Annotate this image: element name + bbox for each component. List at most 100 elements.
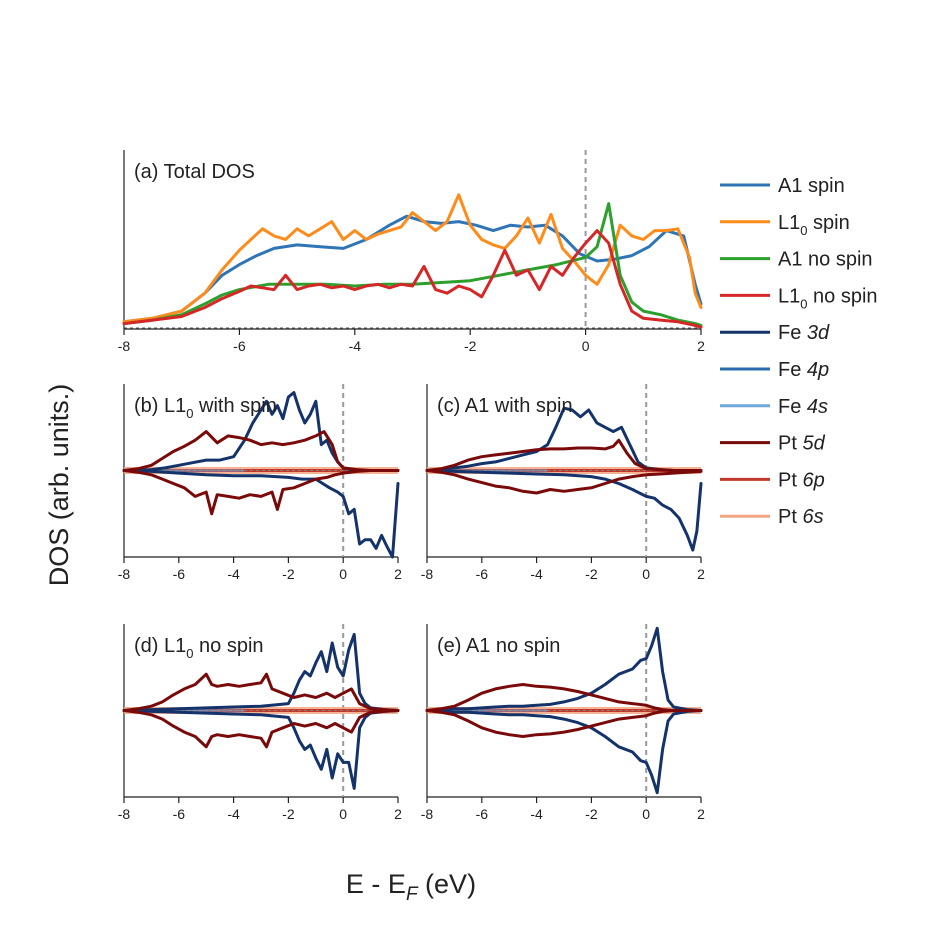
panel-d: -8 -6 -4 -2 0 2(d) L10 no spin — [118, 624, 402, 822]
series-line — [122, 193, 703, 324]
legend-entry: A1 spin — [720, 175, 845, 197]
series-line — [425, 626, 703, 712]
legend-label-name: A1 no spin — [778, 249, 873, 271]
series-line — [122, 229, 703, 329]
panel-c: -8 -6 -4 -2 0 2 (c) A1 with spin — [421, 384, 705, 582]
x-tick-label: 0 — [642, 806, 650, 822]
panel-title-main: (b) L1 — [134, 395, 186, 417]
panel-title-tail: with spin — [193, 395, 276, 417]
x-tick-label: 2 — [697, 338, 705, 354]
x-axis-label-sub: F — [406, 884, 419, 905]
x-tick-label: -2 — [282, 806, 295, 822]
x-tick-label: -6 — [233, 338, 246, 354]
x-tick-label: -6 — [173, 806, 186, 822]
x-tick-label: -6 — [476, 566, 489, 582]
legend-label: Pt 6p — [778, 469, 825, 491]
legend-entry: Pt 6p — [720, 469, 825, 491]
panel-title-main: (d) L1 — [134, 635, 186, 657]
series-line — [122, 469, 400, 559]
series-line — [425, 683, 703, 712]
legend-label-orbital: 4p — [807, 359, 829, 381]
series-line — [122, 672, 400, 712]
legend-label: Pt 6s — [778, 506, 824, 528]
x-tick-label: -8 — [118, 566, 131, 582]
legend-label-orbital: 3d — [807, 322, 830, 344]
legend-entry: Pt 5d — [720, 433, 826, 455]
x-tick-label: -2 — [464, 338, 477, 354]
legend-label-suffix: no spin — [807, 285, 877, 307]
x-axis-label: E - EF (eV) — [346, 869, 476, 905]
x-tick-label: -6 — [476, 806, 489, 822]
legend-label-name: L1 — [778, 212, 800, 234]
legend-label-name: Fe — [778, 396, 807, 418]
series-line — [425, 709, 703, 738]
panel-b: -8 -6 -4 -2 0 2 (b) L10 with spin — [118, 384, 402, 582]
panel-a: -8 -6 -4 -2 0 2 (a) Total DOS — [118, 150, 705, 354]
legend-label: Fe 4s — [778, 396, 828, 418]
x-tick-label: 2 — [394, 566, 402, 582]
legend-label: A1 no spin — [778, 249, 873, 271]
x-tick-label: -8 — [421, 806, 434, 822]
series-line — [425, 438, 703, 472]
legend-entry: Pt 6s — [720, 506, 824, 528]
legend-entry: Fe 4p — [720, 359, 829, 381]
x-tick-label: -4 — [227, 806, 240, 822]
legend-label: A1 spin — [778, 175, 845, 197]
y-axis-label: DOS (arb. units.) — [44, 384, 74, 587]
legend-label-sub: 0 — [800, 296, 807, 311]
x-tick-label: -2 — [282, 566, 295, 582]
legend-label-name: Pt — [778, 506, 802, 528]
legend-label: L10 spin — [778, 212, 850, 238]
x-tick-label: -4 — [227, 566, 240, 582]
series-line — [122, 632, 400, 712]
legend-entry: L10 spin — [720, 212, 850, 238]
panel-title: (a) Total DOS — [134, 161, 255, 183]
legend-label-name: Fe — [778, 359, 807, 381]
legend-label-name: Fe — [778, 322, 807, 344]
panel-title-main: (e) A1 no spin — [437, 635, 560, 657]
x-tick-label: -8 — [421, 566, 434, 582]
x-tick-label: 2 — [394, 806, 402, 822]
x-tick-label: -8 — [118, 806, 131, 822]
panel-title-sub: 0 — [186, 646, 193, 661]
legend-label: Pt 5d — [778, 433, 826, 455]
x-tick-label: 0 — [339, 806, 347, 822]
panel-e: -8 -6 -4 -2 0 2 (e) A1 no spin — [421, 624, 705, 822]
panel-title: (b) L10 with spin — [134, 395, 277, 421]
x-tick-label: 2 — [697, 806, 705, 822]
x-tick-label: 0 — [339, 566, 347, 582]
legend-label-orbital: 5d — [802, 433, 825, 455]
legend-label-orbital: 6s — [802, 506, 823, 528]
legend-label-name: A1 spin — [778, 175, 845, 197]
legend-label-sub: 0 — [800, 223, 807, 238]
legend-label-suffix: spin — [807, 212, 849, 234]
panel-title: (d) L10 no spin — [134, 635, 264, 661]
series-line — [425, 709, 703, 795]
series-line — [122, 709, 400, 790]
x-tick-label: -2 — [585, 566, 598, 582]
series-line — [122, 469, 400, 516]
x-tick-label: 2 — [697, 566, 705, 582]
x-tick-label: -2 — [585, 806, 598, 822]
x-tick-label: -6 — [173, 566, 186, 582]
legend-label-name: L1 — [778, 285, 800, 307]
legend-entry: Fe 3d — [720, 322, 830, 344]
series-line — [425, 469, 703, 495]
series-line — [122, 430, 400, 472]
legend-label: Fe 3d — [778, 322, 830, 344]
x-tick-label: -4 — [349, 338, 362, 354]
panel-title-tail: no spin — [193, 635, 263, 657]
series-line — [425, 406, 703, 472]
legend-entry: Fe 4s — [720, 396, 828, 418]
legend-label-name: Pt — [778, 433, 802, 455]
legend-label-name: Pt — [778, 469, 802, 491]
legend-label: Fe 4p — [778, 359, 829, 381]
series-line — [122, 709, 400, 749]
x-tick-label: -4 — [530, 566, 543, 582]
x-axis-label-tail: (eV) — [418, 869, 477, 899]
panel-title-main: (c) A1 with spin — [437, 395, 573, 417]
x-tick-label: -4 — [530, 806, 543, 822]
x-tick-label: 0 — [642, 566, 650, 582]
legend-label-orbital: 4s — [807, 396, 828, 418]
